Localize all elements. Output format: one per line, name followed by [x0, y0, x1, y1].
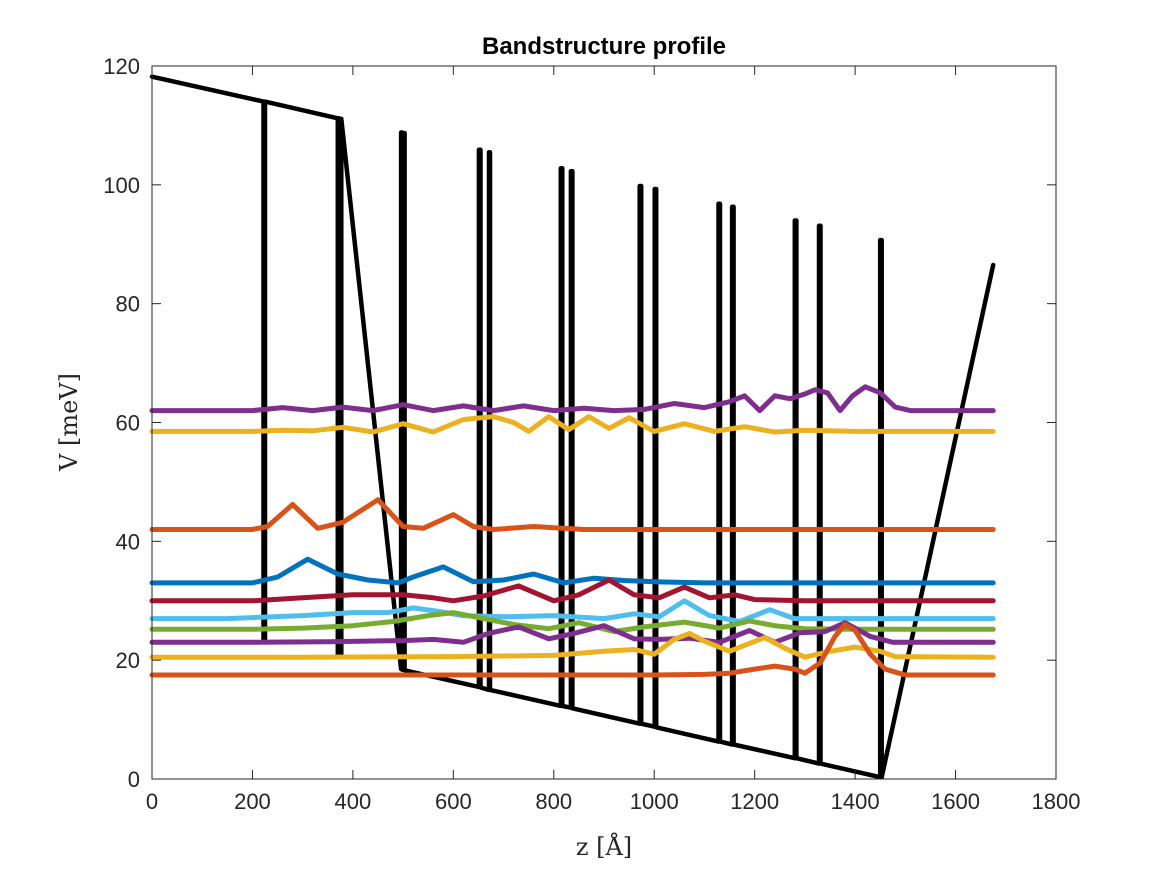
plot-area: [152, 66, 1056, 779]
x-tick-label-8: 1600: [931, 789, 980, 814]
x-tick-label-9: 1800: [1032, 789, 1081, 814]
wavefunction-line-3: [149, 497, 996, 532]
x-tick-label-5: 1000: [630, 789, 679, 814]
x-tick-label-2: 400: [335, 789, 372, 814]
y-tick-label-6: 120: [103, 54, 140, 79]
chart-title: Bandstructure profile: [482, 33, 726, 60]
wavefunction-line-9: [149, 630, 996, 660]
y-axis-ticks: 0 20 40 60 80 100 120: [103, 54, 1056, 792]
wavefunction-line-8: [149, 620, 996, 645]
x-axis-ticks: 0 200 400 600 800 1000 1200 1400 1600 1800: [146, 66, 1081, 814]
y-tick-label-4: 80: [116, 292, 140, 317]
wavefunction-line-1: [149, 384, 996, 414]
y-tick-label-1: 20: [116, 648, 140, 673]
wavefunction-line-5: [149, 577, 996, 604]
y-tick-label-2: 40: [116, 529, 140, 554]
wavefunction-line-4: [149, 556, 996, 586]
y-tick-label-0: 0: [128, 767, 140, 792]
x-axis-label: z [Å]: [576, 832, 632, 861]
x-tick-label-3: 600: [435, 789, 472, 814]
wavefunction-line-2: [149, 414, 996, 435]
x-tick-label-7: 1400: [831, 789, 880, 814]
x-tick-label-1: 200: [234, 789, 271, 814]
wavefunction-line-10: [149, 622, 996, 678]
y-tick-label-3: 60: [116, 411, 140, 436]
y-tick-label-5: 100: [103, 173, 140, 198]
wavefunction-line-7: [149, 610, 996, 635]
x-tick-label-6: 1200: [730, 789, 779, 814]
x-tick-label-4: 800: [535, 789, 572, 814]
series-layer: [149, 74, 996, 780]
wavefunction-line-6: [149, 598, 996, 624]
x-tick-label-0: 0: [146, 789, 158, 814]
y-axis-label: V [meV]: [55, 373, 83, 472]
